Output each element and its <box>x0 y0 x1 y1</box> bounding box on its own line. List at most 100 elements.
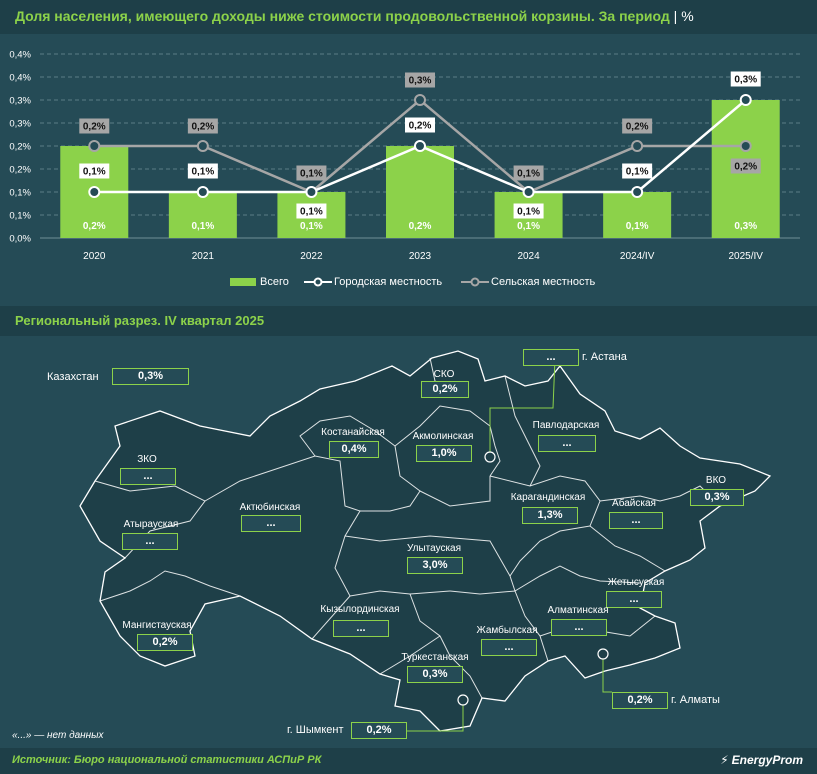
legend-total: Всего <box>230 276 289 288</box>
rural-value-label-bg <box>513 165 544 181</box>
rural-point <box>196 140 209 152</box>
y-tick-label: 0,2% <box>9 165 31 176</box>
rural-value-label-bg <box>730 158 761 174</box>
title-unit: % <box>681 8 694 24</box>
legend-rural: Сельская местность <box>461 276 595 288</box>
brand-logo: ⚡ EnergyProm <box>720 753 803 767</box>
region-value-pavlodar: ... <box>538 435 596 452</box>
shymkent-marker <box>457 694 469 706</box>
urban-point <box>305 186 318 198</box>
bar-value-label: 0,2% <box>409 221 432 232</box>
kazakhstan-label: Казахстан <box>47 371 99 383</box>
urban-value-label-bg <box>79 163 110 179</box>
region-label-mangystau: Мангистауская <box>122 620 192 631</box>
map-city-markers <box>457 451 609 706</box>
x-tick-label: 2024 <box>517 251 540 262</box>
map-country-shape <box>79 350 772 732</box>
urban-point <box>631 186 644 198</box>
city-value-astana: ... <box>523 349 579 366</box>
rural-value-label: 0,2% <box>83 122 106 133</box>
map-region-borders <box>94 357 721 699</box>
rural-point <box>631 140 644 152</box>
region-label-zko: ЗКО <box>137 454 157 465</box>
bar-value-label: 0,1% <box>517 221 540 232</box>
region-label-abai: Абайская <box>612 498 656 509</box>
urban-value-label-bg <box>296 203 327 219</box>
city-label-astana: г. Астана <box>582 351 627 363</box>
x-tick-label: 2023 <box>409 251 432 262</box>
urban-value-label: 0,1% <box>191 167 214 178</box>
rural-value-label-bg <box>296 165 327 181</box>
urban-point <box>739 94 752 106</box>
y-tick-label: 0,3% <box>9 96 31 107</box>
y-tick-label: 0,4% <box>9 73 31 84</box>
region-label-karaganda: Карагандинская <box>510 492 586 503</box>
urban-value-label-bg <box>187 163 218 179</box>
region-value-turkestan: 0,3% <box>407 666 463 683</box>
bar <box>168 192 237 238</box>
rural-value-label-bg <box>79 118 110 134</box>
urban-value-label-bg <box>622 163 653 179</box>
rural-value-label: 0,2% <box>734 162 757 173</box>
region-value-zhetysu: ... <box>606 591 662 608</box>
region-label-pavlodar: Павлодарская <box>532 420 600 431</box>
region-value-sko: 0,2% <box>421 381 469 398</box>
footer: Источник: Бюро национальной статистики А… <box>0 748 817 774</box>
y-tick-label: 0,4% <box>9 50 31 61</box>
city-label-shymkent: г. Шымкент <box>287 724 344 736</box>
legend-rural-label: Сельская местность <box>491 276 596 288</box>
urban-value-label-bg <box>513 203 544 219</box>
legend-urban: Городская местность <box>304 276 442 288</box>
region-label-almaty-region: Алматинская <box>547 605 609 616</box>
legend-total-label: Всего <box>260 276 289 288</box>
bar-value-label: 0,1% <box>191 221 214 232</box>
bar-value-label: 0,2% <box>83 221 106 232</box>
bar-value-label: 0,1% <box>626 221 649 232</box>
kazakhstan-value: 0,3% <box>112 368 189 385</box>
chart: 0,0% 0,1% 0,1% 0,2% 0,2% 0,3% 0,3% 0,4% 0,4% 0,2%… <box>9 50 800 262</box>
map-section-bar: Региональный разрез. IV квартал 2025 <box>0 306 817 336</box>
region-label-ulytau: Улытауская <box>406 543 462 554</box>
legend-total-swatch <box>230 278 256 287</box>
rural-point <box>88 140 101 152</box>
region-value-mangystau: 0,2% <box>137 634 193 651</box>
bar <box>386 146 454 238</box>
region-value-ulytau: 3,0% <box>407 557 463 574</box>
almaty-marker <box>597 648 609 660</box>
city-label-almaty: г. Алматы <box>671 694 720 706</box>
chart-title: Доля населения, имеющего доходы ниже сто… <box>15 8 694 24</box>
x-tick-label: 2020 <box>83 251 106 262</box>
bar <box>603 192 672 238</box>
region-value-kyzylorda: ... <box>333 620 389 637</box>
map-callout-lines <box>405 357 612 732</box>
rural-point <box>414 94 426 106</box>
region-value-karaganda: 1,3% <box>522 507 578 524</box>
y-tick-label: 0,1% <box>9 188 31 199</box>
bar-value-label: 0,1% <box>300 221 323 232</box>
urban-point <box>196 186 209 198</box>
urban-value-label: 0,1% <box>83 167 106 178</box>
rural-value-label-bg <box>187 118 218 134</box>
y-tick-label: 0,3% <box>9 119 31 130</box>
region-label-turkestan: Туркестанская <box>401 652 469 663</box>
legend-rural-marker <box>461 277 489 287</box>
region-label-vko: ВКО <box>705 475 727 486</box>
urban-value-label: 0,2% <box>409 121 432 132</box>
region-label-aktobe: Актюбинская <box>239 502 301 513</box>
region-value-kostanay: 0,4% <box>329 441 379 458</box>
x-tick-label: 2021 <box>192 251 215 262</box>
map-footnote: «...» — нет данных <box>12 730 104 741</box>
source-note: Источник: Бюро национальной статистики А… <box>12 754 322 766</box>
region-value-aktobe: ... <box>241 515 301 532</box>
rural-value-label-bg <box>622 118 653 134</box>
title-bar: Доля населения, имеющего доходы ниже сто… <box>0 0 817 34</box>
urban-value-label: 0,1% <box>517 207 540 218</box>
urban-value-label-bg <box>405 117 435 133</box>
city-value-shymkent: 0,2% <box>351 722 407 739</box>
legend-urban-marker <box>304 277 332 287</box>
region-label-sko: СКО <box>433 369 455 380</box>
region-value-vko: 0,3% <box>690 489 744 506</box>
y-tick-label: 0,1% <box>9 211 31 222</box>
y-tick-label: 0,0% <box>9 234 31 245</box>
region-label-kyzylorda: Кызылординская <box>320 604 400 615</box>
